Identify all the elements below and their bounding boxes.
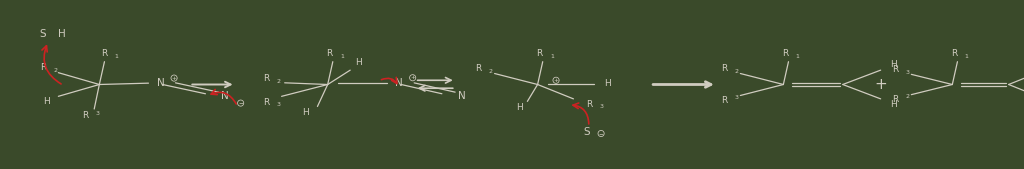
Text: R: R bbox=[537, 49, 543, 58]
Text: 2: 2 bbox=[905, 94, 909, 99]
Text: R: R bbox=[721, 96, 727, 105]
Text: R: R bbox=[951, 49, 957, 58]
Text: 1: 1 bbox=[965, 54, 969, 59]
Text: −: − bbox=[599, 131, 603, 136]
Text: +: + bbox=[554, 78, 558, 83]
Text: 3: 3 bbox=[95, 111, 99, 116]
Text: +: + bbox=[874, 77, 887, 92]
Text: 2: 2 bbox=[488, 69, 493, 74]
Text: R: R bbox=[721, 64, 727, 73]
Text: R: R bbox=[40, 63, 46, 72]
Text: 1: 1 bbox=[115, 54, 119, 59]
Text: R: R bbox=[327, 49, 333, 58]
Text: +: + bbox=[172, 76, 176, 81]
Text: H: H bbox=[43, 97, 49, 106]
Text: H: H bbox=[516, 103, 522, 112]
Text: S: S bbox=[40, 29, 46, 39]
Text: −: − bbox=[239, 101, 243, 106]
Text: 3: 3 bbox=[276, 102, 281, 107]
Text: R: R bbox=[892, 95, 898, 104]
Text: 2: 2 bbox=[276, 79, 281, 84]
Text: N: N bbox=[458, 91, 466, 101]
Text: H: H bbox=[604, 79, 610, 88]
Text: R: R bbox=[782, 49, 788, 58]
Text: 1: 1 bbox=[796, 54, 800, 59]
Text: S: S bbox=[584, 127, 590, 137]
Text: H: H bbox=[302, 108, 308, 117]
Text: R: R bbox=[586, 100, 592, 109]
Text: 1: 1 bbox=[550, 54, 554, 59]
Text: R: R bbox=[101, 49, 108, 58]
Text: H: H bbox=[891, 60, 897, 69]
Text: H: H bbox=[891, 100, 897, 109]
Text: N: N bbox=[395, 78, 403, 88]
Text: 3: 3 bbox=[734, 95, 738, 100]
Text: 2: 2 bbox=[53, 68, 57, 73]
Text: N: N bbox=[221, 91, 229, 101]
Text: R: R bbox=[475, 64, 481, 73]
Text: H: H bbox=[57, 29, 66, 39]
Text: R: R bbox=[82, 111, 88, 120]
Text: R: R bbox=[892, 65, 898, 74]
Text: N: N bbox=[157, 78, 165, 88]
Text: 1: 1 bbox=[340, 54, 344, 59]
Text: H: H bbox=[355, 58, 361, 67]
Text: 3: 3 bbox=[599, 104, 603, 110]
Text: R: R bbox=[263, 98, 269, 107]
Text: 2: 2 bbox=[734, 69, 738, 74]
Text: +: + bbox=[411, 75, 415, 80]
Text: R: R bbox=[263, 74, 269, 83]
Text: 3: 3 bbox=[905, 70, 909, 75]
